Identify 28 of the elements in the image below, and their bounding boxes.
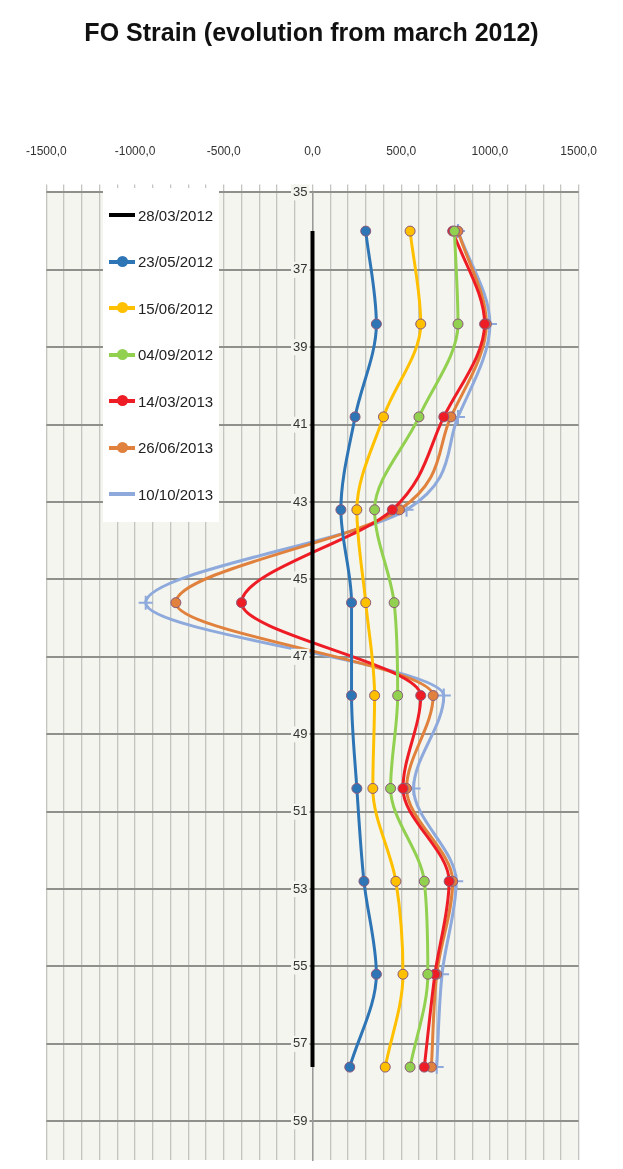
x-tick-label: 1000,0 [471,143,509,158]
y-tick-label: 47 [293,648,308,664]
x-tick-label: 500,0 [386,143,417,158]
x-tick-label: -1500,0 [26,143,68,158]
legend-label: 26/06/2013 [138,439,214,457]
legend-label: 23/05/2012 [138,253,214,271]
y-tick-label: 35 [293,183,308,199]
y-tick-label: 51 [293,803,308,819]
y-tick-label: 55 [293,958,308,974]
legend-label: 28/03/2012 [138,206,214,224]
y-tick-label: 53 [293,880,308,896]
y-tick-label: 49 [293,725,308,741]
y-tick-label: 37 [293,261,308,277]
y-tick-label: 39 [293,338,308,354]
legend-label: 15/06/2012 [138,299,214,317]
chart-title: FO Strain (evolution from march 2012) [83,18,540,47]
y-tick-label: 43 [293,493,308,509]
x-tick-label: -1000,0 [114,143,156,158]
x-tick-label: -500,0 [206,143,242,158]
y-tick-label: 59 [293,1112,308,1128]
x-tick-label: 1500,0 [560,143,598,158]
y-tick-label: 45 [293,571,308,587]
legend-label: 04/09/2012 [138,346,214,364]
x-tick-label: 0,0 [304,143,322,158]
y-tick-label: 57 [293,1035,308,1051]
y-tick-label: 41 [293,416,308,432]
legend-label: 10/10/2013 [138,485,214,503]
legend-label: 14/03/2013 [138,392,214,410]
